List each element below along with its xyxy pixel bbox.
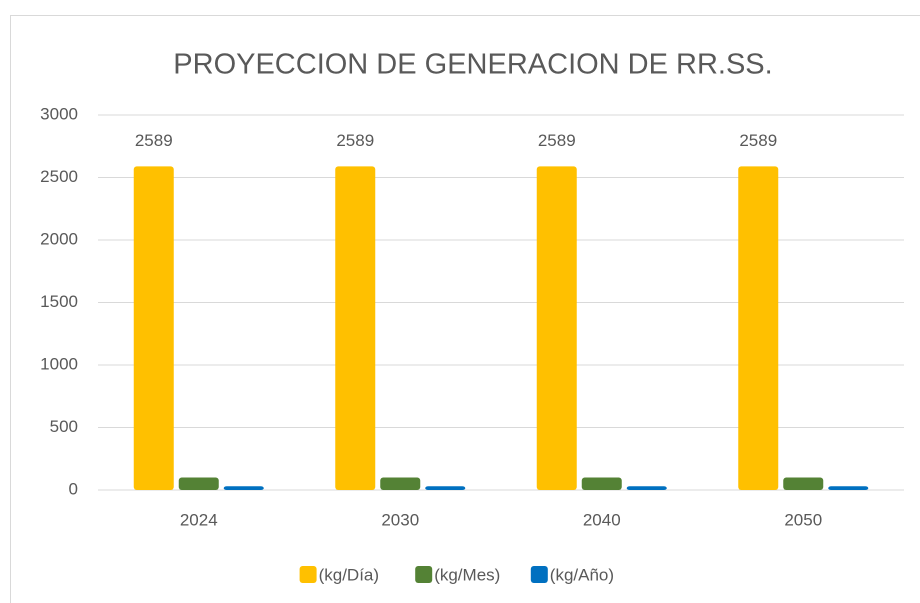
legend-label: (kg/Día) <box>319 565 379 584</box>
data-label: 2589 <box>538 131 576 150</box>
bar <box>178 477 219 490</box>
y-tick-label: 0 <box>69 479 78 498</box>
legend-label: (kg/Año) <box>550 565 614 584</box>
x-tick-label: 2050 <box>784 510 822 529</box>
bar <box>738 166 779 490</box>
legend-swatch <box>299 566 317 583</box>
bar <box>133 166 174 490</box>
bar <box>536 166 577 490</box>
bar <box>783 477 824 490</box>
y-tick-label: 1000 <box>40 354 78 373</box>
bar <box>828 486 869 490</box>
data-label: 2589 <box>135 131 173 150</box>
bar <box>380 477 421 490</box>
bar <box>223 486 264 490</box>
y-tick-label: 1500 <box>40 292 78 311</box>
bar <box>581 477 622 490</box>
data-label: 2589 <box>739 131 777 150</box>
legend-swatch <box>530 566 548 583</box>
bar <box>335 166 376 490</box>
y-tick-label: 2500 <box>40 167 78 186</box>
y-tick-label: 500 <box>50 417 78 436</box>
chart-title: PROYECCION DE GENERACION DE RR.SS. <box>173 49 772 81</box>
x-tick-label: 2024 <box>180 510 218 529</box>
x-tick-label: 2040 <box>583 510 621 529</box>
y-tick-label: 3000 <box>40 104 78 123</box>
y-tick-label: 2000 <box>40 229 78 248</box>
x-tick-label: 2030 <box>381 510 419 529</box>
data-label: 2589 <box>336 131 374 150</box>
legend-label: (kg/Mes) <box>434 565 500 584</box>
bar <box>626 486 667 490</box>
legend-swatch <box>415 566 433 583</box>
bar <box>425 486 466 490</box>
